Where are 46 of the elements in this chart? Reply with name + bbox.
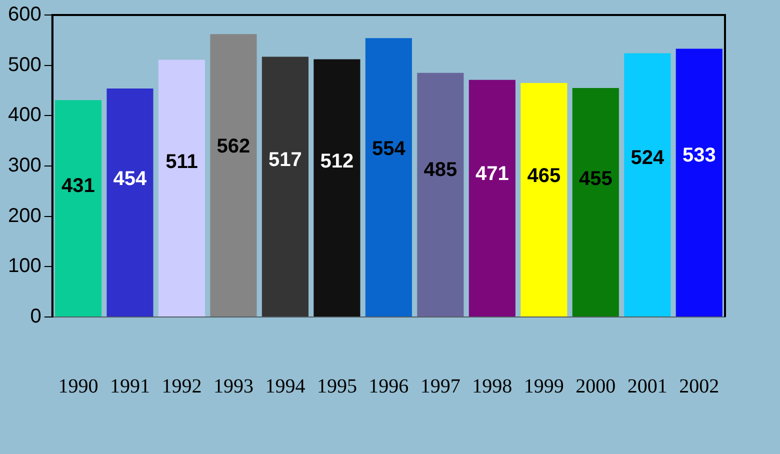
y-tick-label: 500 bbox=[8, 54, 42, 76]
bar bbox=[106, 88, 154, 316]
bar bbox=[365, 38, 412, 316]
bar bbox=[417, 72, 464, 316]
x-tick-label: 1996 bbox=[368, 375, 409, 398]
bar bbox=[158, 60, 206, 316]
x-tick-label: 2002 bbox=[679, 375, 720, 398]
data-label: 554 bbox=[372, 138, 406, 160]
bar bbox=[54, 100, 102, 316]
y-tick-label: 600 bbox=[8, 4, 42, 26]
y-tick-label: 300 bbox=[8, 154, 42, 177]
data-label: 455 bbox=[578, 168, 612, 190]
x-tick-label: 1993 bbox=[213, 375, 254, 398]
bar bbox=[314, 59, 360, 316]
data-label: 471 bbox=[475, 163, 509, 186]
data-label: 533 bbox=[682, 144, 716, 166]
x-tick-label: 2000 bbox=[576, 375, 616, 398]
data-label: 454 bbox=[113, 168, 148, 190]
bar bbox=[624, 53, 671, 316]
x-tick-label: 2001 bbox=[627, 375, 668, 398]
y-tick-label: 100 bbox=[8, 255, 42, 278]
x-tick-label: 1995 bbox=[316, 375, 357, 398]
data-label: 562 bbox=[216, 136, 250, 158]
x-tick-label: 1998 bbox=[472, 375, 512, 398]
bar bbox=[262, 56, 308, 316]
x-tick-label: 1991 bbox=[110, 375, 150, 398]
x-tick-label: 1999 bbox=[524, 375, 564, 398]
x-tick-label: 1997 bbox=[420, 375, 460, 398]
data-label: 431 bbox=[62, 175, 95, 198]
bar bbox=[210, 34, 257, 316]
bar bbox=[520, 82, 568, 316]
y-tick-label: 400 bbox=[8, 104, 42, 126]
x-tick-label: 1994 bbox=[265, 375, 306, 398]
y-tick-label: 200 bbox=[8, 204, 42, 227]
data-label: 465 bbox=[527, 164, 561, 187]
bar bbox=[468, 80, 516, 316]
x-tick-label: 1990 bbox=[58, 375, 98, 398]
data-label: 524 bbox=[630, 147, 665, 170]
data-label: 512 bbox=[320, 150, 354, 173]
data-label: 511 bbox=[166, 150, 198, 173]
y-tick-label: 0 bbox=[30, 306, 42, 328]
bar bbox=[676, 48, 722, 316]
x-tick-label: 1992 bbox=[162, 375, 202, 398]
data-label: 485 bbox=[424, 158, 458, 181]
bar bbox=[572, 88, 619, 316]
data-label: 517 bbox=[268, 149, 302, 172]
